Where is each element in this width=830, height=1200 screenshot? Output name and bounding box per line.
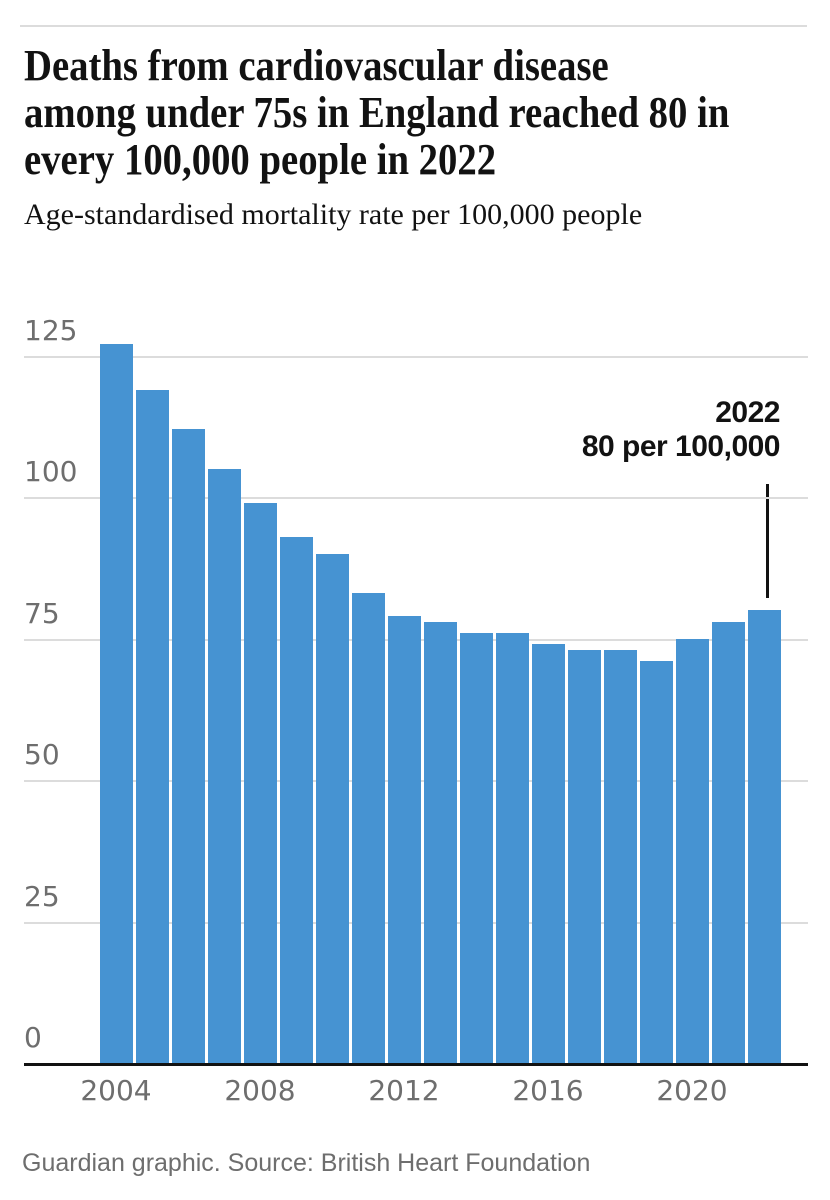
page-title-line-2: among under 75s in England reached 80 in [24,88,730,137]
bar-2019 [639,661,673,1063]
bar-2006 [171,429,205,1063]
gridline-125 [24,355,808,358]
gridline-100 [24,497,808,500]
annotation-label: 2022 80 per 100,000 [581,396,781,464]
x-axis-line [24,1063,808,1066]
bar-2018 [603,649,637,1063]
y-tick-label-25: 25 [24,879,60,913]
page-title-line-3: every 100,000 people in 2022 [24,135,497,184]
chart-subtitle: Age-standardised mortality rate per 100,… [24,198,643,231]
bar-2022 [747,610,781,1063]
bar-2007 [207,468,241,1063]
bar-2009 [279,536,313,1063]
bar-2016 [531,644,565,1063]
bar-2005 [135,389,169,1063]
y-tick-label-125: 125 [24,313,78,347]
y-tick-label-75: 75 [24,596,60,630]
bar-chart-plot: 125 100 75 50 25 0 2004 2008 2012 2016 2020 [24,316,808,1105]
y-tick-label-50: 50 [24,738,60,772]
bar-2014 [459,632,493,1063]
bar-2020 [675,638,709,1063]
x-tick-label-2008: 2008 [224,1074,296,1107]
bar-2008 [243,502,277,1063]
x-tick-label-2016: 2016 [512,1074,584,1107]
bar-2011 [351,593,385,1063]
bar-2021 [711,621,745,1063]
annotation-value: 80 per 100,000 [581,430,781,463]
page-title: Deaths from cardiovascular disease among… [24,42,729,183]
y-tick-label-0: 0 [24,1021,42,1054]
annotation-pointer-line [766,484,769,598]
top-divider-rule [20,25,807,27]
bar-2015 [495,632,529,1063]
x-tick-label-2004: 2004 [80,1074,152,1107]
x-tick-label-2020: 2020 [656,1074,728,1107]
page-title-line-1: Deaths from cardiovascular disease [24,41,609,90]
bar-2012 [387,616,421,1063]
bar-2013 [423,621,457,1063]
bar-2017 [567,649,601,1063]
annotation-year: 2022 [715,396,780,429]
bar-2004 [99,344,133,1063]
x-tick-label-2012: 2012 [368,1074,440,1107]
y-tick-label-100: 100 [24,455,78,489]
bar-2010 [315,553,349,1063]
source-credit: Guardian graphic. Source: British Heart … [22,1149,591,1177]
